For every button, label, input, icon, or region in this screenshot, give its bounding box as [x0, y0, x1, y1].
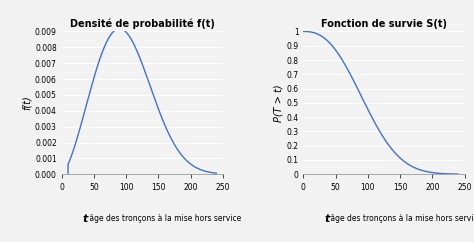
Text: t: t	[82, 214, 88, 224]
Text: âge des tronçons à la mise hors service: âge des tronçons à la mise hors service	[328, 214, 474, 223]
Y-axis label: f(t): f(t)	[22, 96, 32, 110]
Text: âge des tronçons à la mise hors service: âge des tronçons à la mise hors service	[87, 214, 241, 223]
Y-axis label: P(T > t): P(T > t)	[273, 84, 283, 122]
Title: Fonction de survie S(t): Fonction de survie S(t)	[321, 19, 447, 29]
Text: t: t	[324, 214, 330, 224]
Title: Densité de probabilité f(t): Densité de probabilité f(t)	[70, 19, 215, 29]
